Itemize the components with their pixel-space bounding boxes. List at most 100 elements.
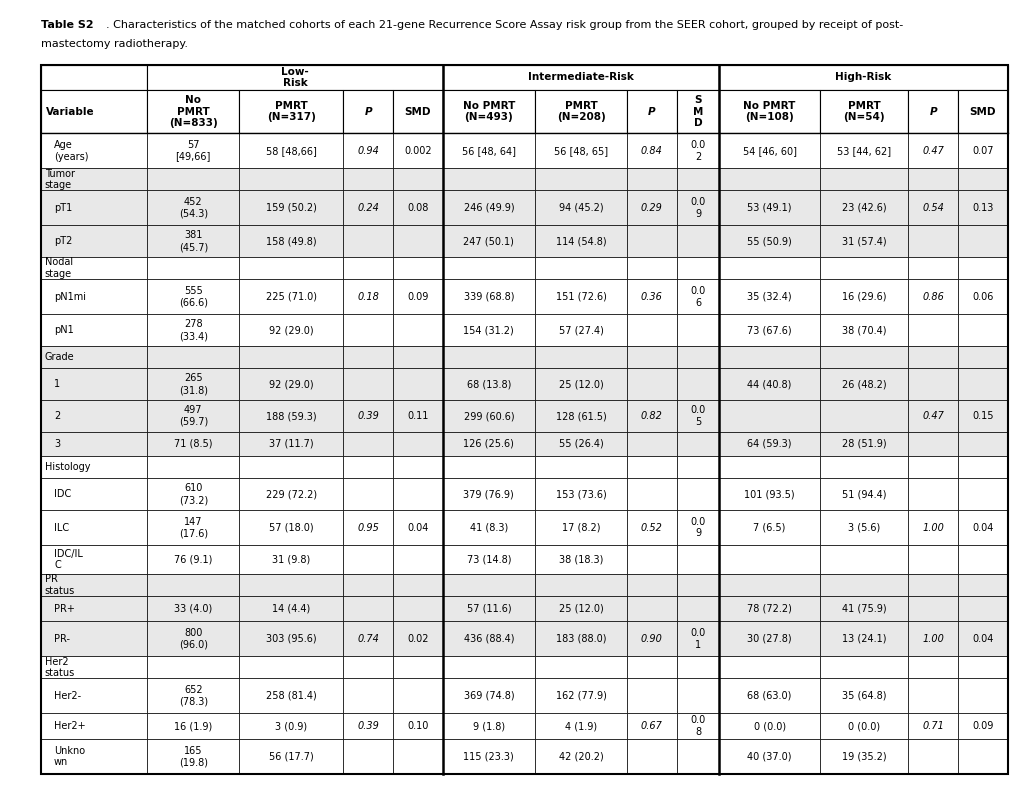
Bar [819, 368, 908, 400]
Bar [442, 510, 534, 545]
Bar [392, 739, 442, 774]
Text: 0 (0.0): 0 (0.0) [753, 721, 785, 731]
Bar [239, 510, 343, 545]
Text: 30 (27.8): 30 (27.8) [747, 634, 791, 644]
Bar [718, 596, 819, 621]
Bar [908, 432, 957, 456]
Bar [147, 346, 239, 368]
Bar [534, 596, 627, 621]
Bar [677, 346, 718, 368]
Bar [41, 678, 147, 713]
Bar [908, 713, 957, 739]
Text: 3 (0.9): 3 (0.9) [275, 721, 307, 731]
Bar [41, 713, 147, 739]
Bar [534, 478, 627, 510]
Text: 35 (32.4): 35 (32.4) [747, 292, 791, 302]
Bar [41, 225, 147, 257]
Text: Tumor
stage: Tumor stage [45, 169, 74, 190]
Text: 153 (73.6): 153 (73.6) [555, 489, 606, 500]
Bar [627, 400, 677, 432]
Bar [392, 280, 442, 314]
Bar [677, 191, 718, 225]
Text: 159 (50.2): 159 (50.2) [266, 203, 317, 213]
Bar [908, 400, 957, 432]
Bar [908, 621, 957, 656]
Bar [534, 368, 627, 400]
Text: 555
(66.6): 555 (66.6) [178, 286, 208, 307]
Bar [343, 713, 392, 739]
Text: 42 (20.2): 42 (20.2) [558, 751, 603, 761]
Text: 37 (11.7): 37 (11.7) [269, 439, 314, 449]
Text: 497
(59.7): 497 (59.7) [178, 405, 208, 427]
Bar [819, 739, 908, 774]
Bar [442, 739, 534, 774]
Bar [534, 346, 627, 368]
Bar [343, 739, 392, 774]
Bar [819, 678, 908, 713]
Text: 0.67: 0.67 [640, 721, 662, 731]
Bar [442, 133, 534, 168]
Bar [677, 168, 718, 191]
Bar [908, 225, 957, 257]
Bar [239, 133, 343, 168]
Text: 0.0
6: 0.0 6 [690, 286, 705, 307]
Bar [442, 257, 534, 280]
Bar [534, 510, 627, 545]
Bar [819, 400, 908, 432]
Text: 57 (18.0): 57 (18.0) [269, 522, 314, 533]
Bar [677, 400, 718, 432]
Bar [957, 314, 1007, 346]
Bar [239, 739, 343, 774]
Text: P: P [364, 106, 372, 117]
Bar [41, 621, 147, 656]
Bar [677, 678, 718, 713]
Bar [908, 314, 957, 346]
Bar [534, 257, 627, 280]
Text: 101 (93.5): 101 (93.5) [744, 489, 794, 500]
Text: 652
(78.3): 652 (78.3) [178, 686, 208, 707]
Bar [147, 596, 239, 621]
Bar [41, 510, 147, 545]
Bar [957, 225, 1007, 257]
Bar [147, 191, 239, 225]
Text: 0.86: 0.86 [921, 292, 944, 302]
Bar [819, 90, 908, 133]
Bar [392, 621, 442, 656]
Text: PR-: PR- [54, 634, 70, 644]
Text: 3 (5.6): 3 (5.6) [847, 522, 879, 533]
Bar [677, 510, 718, 545]
Bar [534, 90, 627, 133]
Text: 188 (59.3): 188 (59.3) [266, 411, 317, 421]
Text: 162 (77.9): 162 (77.9) [555, 691, 606, 701]
Bar [957, 90, 1007, 133]
Text: Her2
status: Her2 status [45, 656, 75, 678]
Bar [392, 257, 442, 280]
Bar [343, 478, 392, 510]
Text: 56 [48, 65]: 56 [48, 65] [553, 146, 607, 156]
Text: 40 (37.0): 40 (37.0) [747, 751, 791, 761]
Text: 0.11: 0.11 [407, 411, 428, 421]
Bar [343, 168, 392, 191]
Text: 55 (50.9): 55 (50.9) [747, 236, 791, 247]
Text: Her2+: Her2+ [54, 721, 86, 731]
Text: 0.15: 0.15 [971, 411, 993, 421]
Bar [627, 168, 677, 191]
Text: 0.29: 0.29 [640, 203, 662, 213]
Bar [627, 346, 677, 368]
Bar [442, 314, 534, 346]
Bar [819, 478, 908, 510]
Bar [343, 510, 392, 545]
Text: 0 (0.0): 0 (0.0) [847, 721, 879, 731]
Bar [392, 400, 442, 432]
Bar [239, 191, 343, 225]
Bar [957, 456, 1007, 478]
Bar [819, 168, 908, 191]
Bar [718, 545, 819, 574]
Bar [677, 90, 718, 133]
Text: 1: 1 [54, 379, 60, 389]
Bar [534, 574, 627, 596]
Bar [677, 432, 718, 456]
Bar [908, 257, 957, 280]
Bar [908, 545, 957, 574]
Text: 452
(54.3): 452 (54.3) [178, 197, 208, 219]
